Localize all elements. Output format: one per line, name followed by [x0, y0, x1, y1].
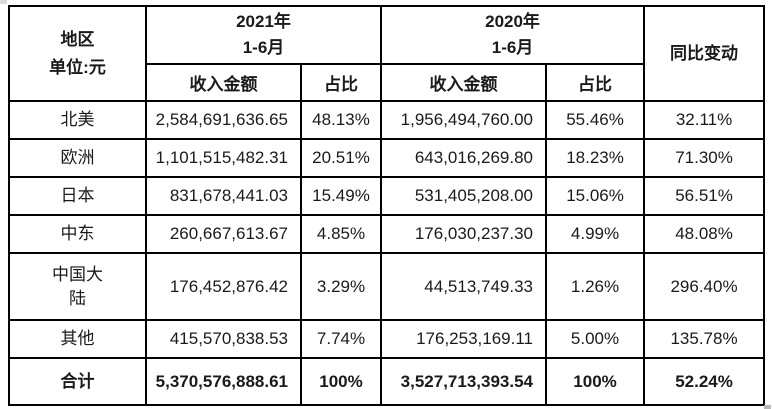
- selection-fill-handle[interactable]: [764, 405, 771, 409]
- yoy-cell: 296.40%: [643, 252, 766, 321]
- revenue-by-region-table: 地区 单位:元 2021年 1-6月 2020年 1-6月 同比变动 收入金额 …: [8, 5, 766, 406]
- share-2021-cell: 15.49%: [299, 176, 383, 216]
- period-2021-year: 2021年: [236, 12, 291, 31]
- revenue-2020-cell: 3,527,713,393.54: [380, 357, 548, 406]
- region-cell: 中东: [8, 214, 147, 254]
- revenue-2021-cell: 176,452,876.42: [145, 252, 302, 321]
- table-row-other: 其他 415,570,838.53 7.74% 176,253,169.11 5…: [8, 319, 766, 359]
- table-row-north-america: 北美 2,584,691,636.65 48.13% 1,956,494,760…: [8, 100, 766, 140]
- region-unit-header-cell: 地区 单位:元: [8, 5, 147, 102]
- region-cell: 其他: [8, 319, 147, 359]
- share-2021-cell: 3.29%: [299, 252, 383, 321]
- header-row-periods: 地区 单位:元 2021年 1-6月 2020年 1-6月 同比变动: [8, 5, 766, 102]
- table-row-mainland-china: 中国大 陆 176,452,876.42 3.29% 44,513,749.33…: [8, 252, 766, 321]
- yoy-header-cell: 同比变动: [643, 5, 766, 102]
- table-row-total: 合计 5,370,576,888.61 100% 3,527,713,393.5…: [8, 357, 766, 406]
- screenshot-corner-artifact: [0, 0, 7, 4]
- yoy-cell: 32.11%: [643, 100, 766, 140]
- share-2020-header-cell: 占比: [545, 63, 646, 102]
- revenue-2020-cell: 44,513,749.33: [380, 252, 548, 321]
- share-2020-cell: 4.99%: [545, 214, 646, 254]
- yoy-cell: 48.08%: [643, 214, 766, 254]
- region-cell: 中国大 陆: [8, 252, 147, 321]
- period-2020-months: 1-6月: [491, 38, 534, 57]
- table-row-middle-east: 中东 260,667,613.67 4.85% 176,030,237.30 4…: [8, 214, 766, 254]
- table-row-europe: 欧洲 1,101,515,482.31 20.51% 643,016,269.8…: [8, 138, 766, 178]
- region-cell: 合计: [8, 357, 147, 406]
- revenue-2021-header-cell: 收入金额: [145, 63, 302, 102]
- revenue-2021-cell: 831,678,441.03: [145, 176, 302, 216]
- yoy-cell: 56.51%: [643, 176, 766, 216]
- revenue-2020-header-cell: 收入金额: [380, 63, 548, 102]
- share-2020-cell: 1.26%: [545, 252, 646, 321]
- region-header-label: 地区: [60, 29, 95, 49]
- revenue-2021-cell: 2,584,691,636.65: [145, 100, 302, 140]
- revenue-2020-cell: 643,016,269.80: [380, 138, 548, 178]
- table-row-japan: 日本 831,678,441.03 15.49% 531,405,208.00 …: [8, 176, 766, 216]
- region-cell: 北美: [8, 100, 147, 140]
- share-2020-cell: 5.00%: [545, 319, 646, 359]
- header-row-measures: 收入金额 占比 收入金额 占比: [9, 63, 764, 102]
- region-cell: 欧洲: [8, 138, 147, 178]
- yoy-cell: 135.78%: [643, 319, 766, 359]
- share-2020-cell: 100%: [545, 357, 646, 406]
- period-2020-year: 2020年: [485, 12, 540, 31]
- share-2021-header-cell: 占比: [299, 63, 383, 102]
- revenue-2021-cell: 260,667,613.67: [145, 214, 302, 254]
- share-2020-cell: 55.46%: [545, 100, 646, 140]
- period-2021-months: 1-6月: [242, 38, 285, 57]
- share-2020-cell: 15.06%: [545, 176, 646, 216]
- period-2021-header-cell: 2021年 1-6月: [144, 5, 383, 65]
- revenue-2021-cell: 1,101,515,482.31: [145, 138, 302, 178]
- share-2021-cell: 48.13%: [299, 100, 383, 140]
- share-2021-cell: 20.51%: [299, 138, 383, 178]
- revenue-2020-cell: 176,253,169.11: [380, 319, 548, 359]
- share-2021-cell: 7.74%: [299, 319, 383, 359]
- revenue-2020-cell: 1,956,494,760.00: [380, 100, 548, 140]
- share-2020-cell: 18.23%: [545, 138, 646, 178]
- yoy-cell: 71.30%: [643, 138, 766, 178]
- share-2021-cell: 4.85%: [299, 214, 383, 254]
- unit-label: 单位:元: [49, 57, 106, 77]
- revenue-2021-cell: 5,370,576,888.61: [145, 357, 302, 406]
- yoy-cell: 52.24%: [643, 357, 766, 406]
- revenue-2020-cell: 531,405,208.00: [380, 176, 548, 216]
- revenue-2021-cell: 415,570,838.53: [145, 319, 302, 359]
- region-cell: 日本: [8, 176, 147, 216]
- revenue-2020-cell: 176,030,237.30: [380, 214, 548, 254]
- share-2021-cell: 100%: [299, 357, 383, 406]
- period-2020-header-cell: 2020年 1-6月: [380, 5, 646, 65]
